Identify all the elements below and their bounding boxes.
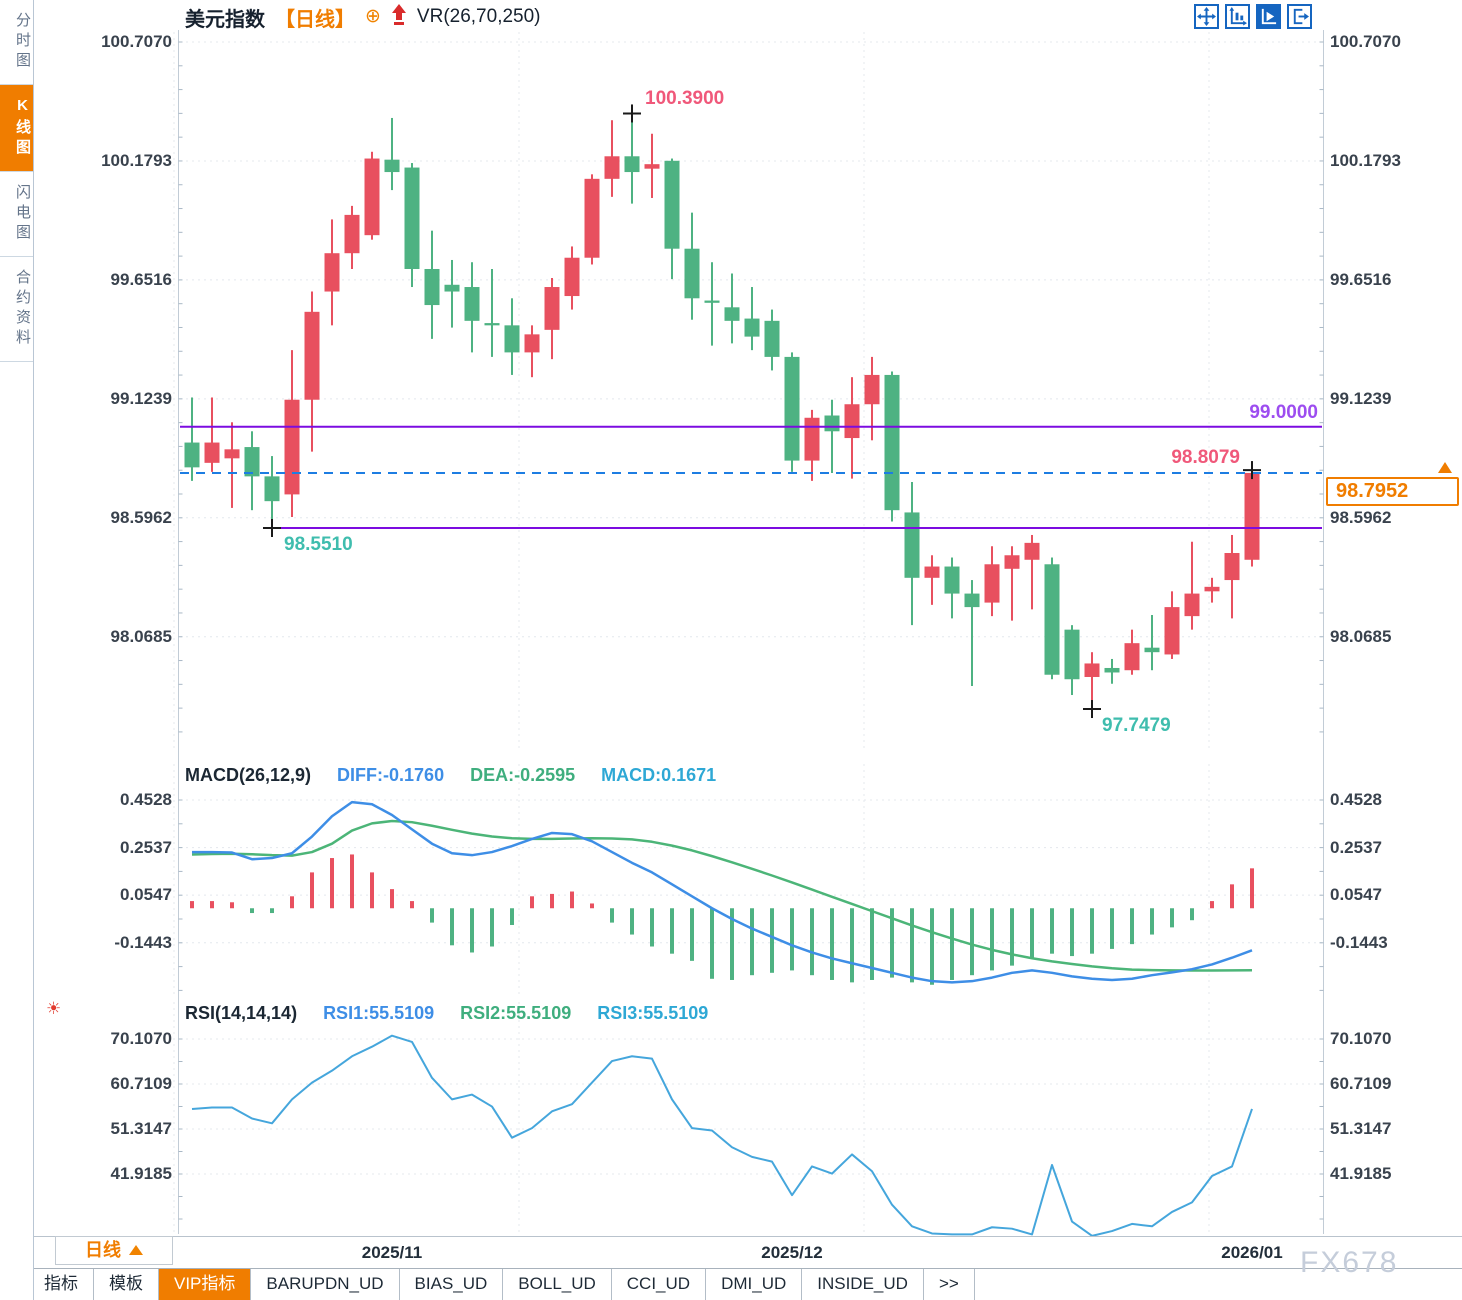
rsi1-value: RSI1:55.5109 [323, 1003, 435, 1023]
y-axis-label: 100.1793 [1330, 150, 1401, 170]
y-axis-label: 99.6516 [110, 269, 172, 289]
timeframe-button[interactable]: 日线 [55, 1236, 173, 1265]
y-axis-label: 70.1070 [1330, 1029, 1392, 1048]
bottom-tab-3[interactable]: BARUPDN_UD [251, 1269, 400, 1300]
y-axis-label: 98.5962 [1330, 507, 1392, 527]
y-axis-label: 60.7109 [1330, 1074, 1392, 1093]
x-axis-label: 2025/12 [761, 1243, 823, 1262]
y-axis-label: 98.0685 [1330, 626, 1392, 646]
y-axis-label: 99.1239 [1330, 388, 1392, 408]
bottom-tab-9[interactable]: >> [924, 1269, 975, 1300]
y-axis-label: 99.6516 [1330, 269, 1392, 289]
y-axis-label: 100.7070 [1330, 32, 1401, 51]
y-axis-label: 0.2537 [1330, 837, 1382, 857]
y-axis-label: 41.9185 [1330, 1164, 1392, 1183]
sun-icon[interactable]: ☀ [46, 999, 62, 1018]
rsi-legend: RSI(14,14,14) RSI1:55.5109 RSI2:55.5109 … [185, 1003, 708, 1024]
axis-range-tool-icon[interactable] [1225, 4, 1250, 29]
y-axis-label: 99.1239 [110, 388, 172, 408]
y-axis-label: -0.1443 [1330, 932, 1388, 952]
y-axis-label: 51.3147 [1330, 1119, 1392, 1138]
y-axis-label: 0.0547 [1330, 885, 1382, 905]
y-axis-label: 0.0547 [120, 885, 172, 905]
x-axis-row [0, 1236, 1462, 1268]
y-axis-label: 100.7070 [101, 32, 172, 51]
y-axis-label: 0.4528 [120, 790, 172, 809]
last-price-box[interactable]: 98.7952 [1326, 477, 1459, 506]
y-axis-label: 60.7109 [110, 1074, 172, 1093]
rsi2-value: RSI2:55.5109 [460, 1003, 572, 1023]
resistance-price-label: 99.0000 [1249, 402, 1318, 423]
y-axis-label: 0.2537 [120, 837, 172, 857]
bottom-price-label: 97.7479 [1102, 715, 1171, 736]
bottom-tab-4[interactable]: BIAS_UD [400, 1269, 504, 1300]
y-axis-label: 41.9185 [110, 1164, 172, 1183]
sidebar-tab-time-chart[interactable]: 分时图 [0, 0, 33, 85]
x-axis-label: 2026/01 [1221, 1243, 1283, 1262]
indicator-tab-bar: 指标 模板 VIP指标 BARUPDN_UD BIAS_UD BOLL_UD CCI_UD D… [0, 1268, 1462, 1300]
macd-name[interactable]: MACD(26,12,9) [185, 765, 312, 785]
bottom-tab-0[interactable]: 指标 [28, 1269, 94, 1300]
chart-header: 美元指数 【日线】 ⊕ VR(26,70,250) [185, 2, 541, 32]
pan-tool-icon[interactable] [1194, 4, 1219, 29]
last-high-price-label: 98.8079 [1171, 447, 1240, 468]
bottom-tab-5[interactable]: BOLL_UD [503, 1269, 612, 1300]
macd-diff-value: DIFF:-0.1760 [337, 765, 445, 785]
vr-indicator-label[interactable]: VR(26,70,250) [416, 6, 541, 27]
y-axis-label: 51.3147 [110, 1119, 172, 1138]
add-indicator-icon[interactable]: ⊕ [365, 6, 381, 27]
peak-price-label: 100.3900 [645, 88, 725, 109]
sidebar-tab-kline-chart[interactable]: K线图 [0, 85, 33, 172]
y-axis-label: 100.1793 [101, 150, 172, 170]
bottom-tab-2[interactable]: VIP指标 [159, 1269, 252, 1300]
rsi-name[interactable]: RSI(14,14,14) [185, 1003, 298, 1023]
detach-tool-icon[interactable] [1287, 4, 1312, 29]
y-axis-label: 98.5962 [110, 507, 172, 527]
sidebar-tab-contract-info[interactable]: 合约资料 [0, 257, 33, 362]
y-axis-label: -0.1443 [114, 932, 172, 952]
y-axis-label: 98.0685 [110, 626, 172, 646]
period-tag[interactable]: 【日线】 [275, 8, 355, 31]
y-axis-label: 0.4528 [1330, 790, 1382, 809]
macd-hist-value: MACD:0.1671 [601, 765, 717, 785]
sidebar: 分时图 K线图 闪电图 合约资料 [0, 0, 34, 1300]
macd-legend: MACD(26,12,9) DIFF:-0.1760 DEA:-0.2595 M… [185, 765, 716, 786]
price-up-triangle-icon [1438, 462, 1452, 473]
chart-toolbar [1194, 4, 1312, 29]
bottom-tab-6[interactable]: CCI_UD [612, 1269, 707, 1300]
auto-scroll-tool-icon[interactable] [1256, 4, 1281, 29]
timeframe-up-triangle-icon [129, 1245, 143, 1255]
y-axis-label: 70.1070 [110, 1029, 172, 1048]
bottom-tab-7[interactable]: DMI_UD [706, 1269, 803, 1300]
up-arrow-icon [391, 3, 407, 31]
sidebar-tab-flash-chart[interactable]: 闪电图 [0, 172, 33, 257]
watermark: FX678 [1300, 1246, 1399, 1279]
bottom-tab-1[interactable]: 模板 [94, 1269, 159, 1300]
bottom-tab-8[interactable]: INSIDE_UD [802, 1269, 924, 1300]
swing-low-price-label: 98.5510 [284, 534, 353, 555]
symbol-title: 美元指数 [185, 8, 265, 31]
macd-dea-value: DEA:-0.2595 [470, 765, 576, 785]
x-axis-label: 2025/11 [361, 1243, 423, 1262]
rsi3-value: RSI3:55.5109 [597, 1003, 709, 1023]
